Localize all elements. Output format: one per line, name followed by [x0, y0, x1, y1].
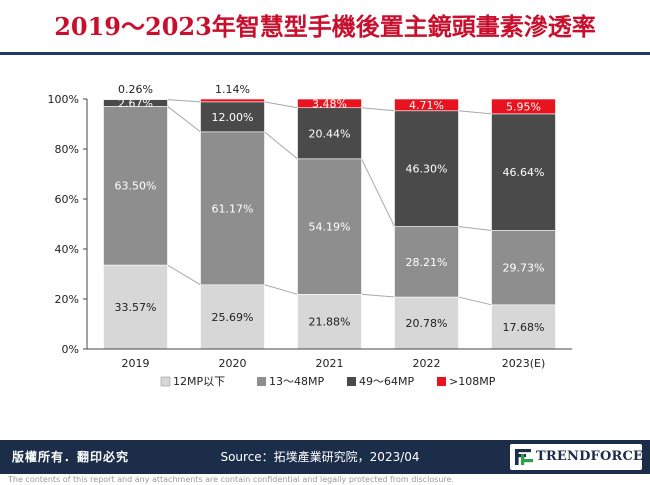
connector-line [361, 107, 395, 112]
data-label: 3.48% [312, 97, 347, 110]
bar-segment [491, 113, 556, 231]
connector-line [458, 296, 492, 306]
data-label: 46.30% [406, 163, 448, 176]
bar-segment [297, 158, 362, 295]
data-label: 0.26% [118, 83, 153, 96]
bar-segment [297, 107, 362, 160]
bar-segment [297, 294, 362, 350]
connector-line [458, 226, 492, 231]
x-tick-label: 2020 [219, 357, 247, 370]
data-label: 28.21% [406, 256, 448, 269]
brand-name: TRENDFORCE [536, 449, 644, 464]
x-tick-label: 2022 [413, 357, 441, 370]
axes: 0% 20% 40% 60% 80% 100% 2019 2020 2021 2022 2023(E… [48, 93, 572, 370]
data-label: 2.67% [118, 97, 153, 110]
disclaimer: The contents of this report and any atta… [8, 475, 454, 484]
legend-swatch [437, 377, 446, 386]
bars [103, 98, 556, 350]
bar-segment [200, 131, 265, 286]
legend-swatch [257, 377, 266, 386]
data-label: 46.64% [503, 166, 545, 179]
connector-line [167, 264, 201, 286]
data-label: 54.19% [309, 221, 351, 234]
legend-label: >108MP [449, 375, 496, 388]
connector-line [264, 101, 298, 109]
data-label: 21.88% [309, 316, 351, 329]
connector-line [264, 131, 298, 160]
data-label: 20.44% [309, 127, 351, 140]
legend-swatch [160, 376, 171, 387]
bar-segment [394, 226, 459, 298]
data-label: 12.00% [212, 111, 254, 124]
bar-segment [297, 98, 362, 109]
data-label: 1.14% [215, 83, 250, 96]
connector-line [361, 293, 395, 298]
bar-segment [103, 106, 168, 266]
data-label: 61.17% [212, 202, 254, 215]
chart-title: 2019～2023年智慧型手機後置主鏡頭畫素滲透率 [54, 12, 596, 41]
bar-segment [491, 98, 556, 115]
y-tick-label: 80% [55, 143, 79, 156]
y-tick-label: 40% [55, 243, 79, 256]
data-label: 63.50% [115, 180, 157, 193]
legend: 12MP以下 13～48MP 49～64MP >108MP [160, 375, 496, 388]
data-label: 20.78% [406, 317, 448, 330]
legend-label: 49～64MP [359, 375, 414, 388]
trendforce-logo-icon [515, 449, 533, 465]
legend-label: 13～48MP [269, 375, 324, 388]
bar-segment [394, 98, 459, 112]
legend-swatch [347, 377, 356, 386]
stacked-bar-chart: 33.57% 63.50% 2.67%0.26% 25.69% 61.17% 12.00%… [48, 83, 572, 388]
data-label: 25.69% [212, 311, 254, 324]
bar-segment [394, 296, 459, 350]
x-tick-label: 2023(E) [502, 357, 546, 370]
y-tick-label: 0% [62, 343, 79, 356]
data-labels: 33.57% 63.50% 2.67%0.26% 25.69% 61.17% 12.00%… [115, 83, 545, 334]
bar-segment [491, 230, 556, 306]
data-label: 4.71% [409, 99, 444, 112]
source-note: Source：拓墣產業研究院，2023/04 [220, 450, 420, 464]
title-divider [0, 52, 650, 55]
bar-segment [394, 110, 459, 227]
copyright-notice: 版權所有．翻印必究 [12, 450, 130, 464]
connector-line [264, 284, 298, 295]
footer-bar: 版權所有．翻印必究 Source：拓墣產業研究院，2023/04 TRENDFO… [0, 440, 650, 474]
y-tick-label: 100% [48, 93, 79, 106]
data-label: 17.68% [503, 321, 545, 334]
bar-segment [200, 98, 265, 103]
data-label: 29.73% [503, 262, 545, 275]
legend-label: 12MP以下 [173, 375, 225, 388]
brand-logo-box: TRENDFORCE [510, 444, 644, 470]
connector-lines [167, 99, 492, 306]
connector-line [458, 110, 492, 115]
x-tick-label: 2019 [122, 357, 150, 370]
data-label: 5.95% [506, 100, 541, 113]
connector-line [361, 158, 395, 227]
data-label: 33.57% [115, 301, 157, 314]
connector-line [167, 99, 201, 103]
bar-segment [200, 101, 265, 133]
bar-segment [103, 264, 168, 350]
x-tick-label: 2021 [316, 357, 344, 370]
bar-segment [103, 98, 168, 100]
y-tick-label: 20% [55, 293, 79, 306]
connector-line [167, 105, 201, 133]
y-tick-label: 60% [55, 193, 79, 206]
bar-segment [200, 284, 265, 350]
bar-segment [491, 304, 556, 350]
